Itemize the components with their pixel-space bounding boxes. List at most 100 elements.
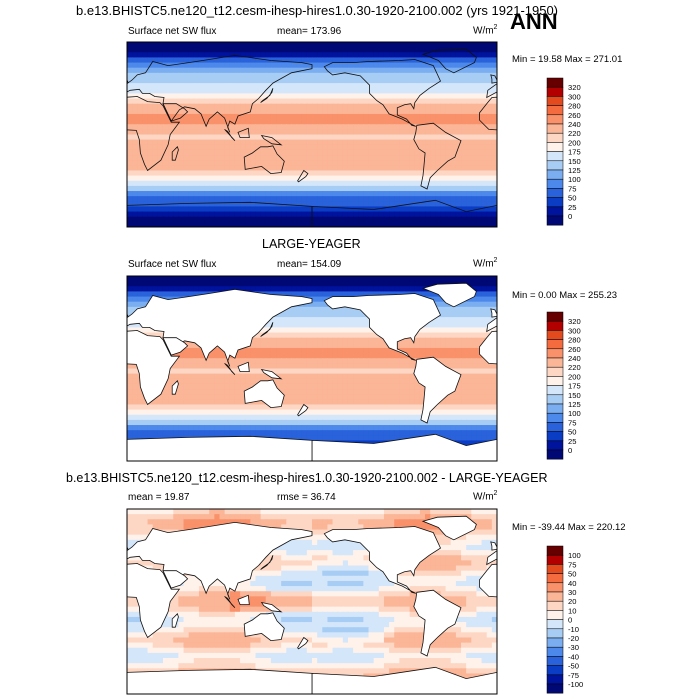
model-cell — [450, 77, 457, 84]
model-cell — [368, 155, 375, 161]
obs-cell — [399, 286, 406, 293]
model-cell — [425, 185, 431, 192]
model-cell — [152, 221, 159, 227]
model-cell — [219, 221, 226, 227]
obs-cell — [245, 404, 251, 411]
model-cell — [332, 57, 339, 64]
model-cell — [486, 185, 493, 192]
model-cell — [260, 139, 267, 146]
model-cell — [332, 124, 339, 130]
obs-cell — [389, 276, 395, 282]
obs-cell — [291, 322, 298, 328]
model-cell — [440, 149, 447, 156]
model-cell — [471, 144, 478, 151]
model-cell — [245, 93, 251, 100]
model-cell — [127, 42, 133, 48]
obs-cell — [198, 419, 205, 426]
model-cell — [378, 149, 385, 156]
model-cell — [466, 42, 472, 48]
obs-cell — [332, 337, 339, 344]
model-cell — [312, 119, 318, 125]
obs-cell — [481, 322, 488, 328]
obs-cell — [378, 435, 385, 442]
obs-cell — [353, 317, 359, 323]
obs-cell — [127, 394, 133, 400]
model-cell — [445, 175, 452, 182]
model-cell — [306, 62, 313, 69]
model-cell — [455, 42, 462, 48]
model-cell — [342, 175, 349, 182]
obs-cell — [450, 337, 457, 344]
obs-cell — [224, 404, 231, 411]
obs-cell — [466, 383, 472, 390]
model-cell — [414, 67, 421, 74]
model-cell — [322, 180, 329, 187]
model-cell — [162, 57, 169, 64]
model-cell — [270, 103, 277, 110]
model-cell — [399, 206, 406, 213]
obs-cell — [445, 332, 452, 339]
obs-cell — [353, 363, 359, 370]
obs-cell — [358, 286, 364, 293]
model-cell — [296, 83, 303, 89]
model-cell — [347, 221, 354, 227]
model-cell — [342, 129, 349, 136]
model-cell — [394, 196, 400, 202]
model-cell — [389, 191, 395, 197]
model-cell — [491, 103, 497, 110]
model-cell — [127, 144, 133, 151]
model-cell — [198, 211, 205, 218]
model-cell — [312, 88, 318, 94]
model-cell — [322, 52, 329, 59]
model-cell — [466, 83, 472, 89]
model-cell — [383, 165, 390, 172]
model-cell — [347, 72, 354, 79]
model-cell — [224, 57, 231, 64]
obs-cell — [312, 394, 318, 400]
model-cell — [383, 93, 390, 100]
obs-cell — [358, 435, 364, 442]
model-cell — [450, 83, 457, 89]
model-cell — [450, 88, 457, 94]
model-cell — [204, 165, 210, 172]
obs-cell — [404, 347, 411, 354]
model-cell — [491, 67, 497, 74]
obs-cell — [127, 430, 133, 436]
obs-cell — [383, 399, 390, 406]
model-cell — [363, 113, 370, 120]
obs-cell — [332, 389, 339, 395]
model-cell — [481, 160, 488, 166]
obs-cell — [306, 399, 313, 406]
model-cell — [260, 185, 267, 192]
model-cell — [132, 221, 138, 227]
obs-cell — [198, 414, 205, 421]
obs-cell — [152, 276, 159, 282]
model-cell — [353, 175, 359, 182]
obs-cell — [430, 337, 436, 344]
model-cell — [347, 144, 354, 151]
obs-cell — [368, 404, 375, 411]
obs-cell — [270, 332, 277, 339]
model-cell — [240, 98, 246, 105]
model-cell — [409, 144, 416, 151]
obs-cell — [270, 327, 277, 334]
obs-cell — [347, 419, 354, 426]
model-cell — [394, 191, 400, 197]
model-cell — [486, 149, 493, 156]
model-cell — [404, 139, 411, 146]
obs-cell — [368, 430, 375, 436]
model-cell — [152, 83, 159, 89]
obs-cell — [491, 389, 497, 395]
obs-cell — [368, 414, 375, 421]
obs-cell — [327, 394, 334, 400]
obs-cell — [147, 409, 154, 416]
model-cell — [445, 216, 452, 223]
model-cell — [178, 175, 185, 182]
model-cell — [224, 93, 231, 100]
model-cell — [147, 196, 154, 202]
model-cell — [383, 139, 390, 146]
model-cell — [327, 206, 334, 213]
obs-cell — [368, 358, 375, 364]
model-cell — [137, 216, 144, 223]
obs-cell — [209, 281, 215, 287]
